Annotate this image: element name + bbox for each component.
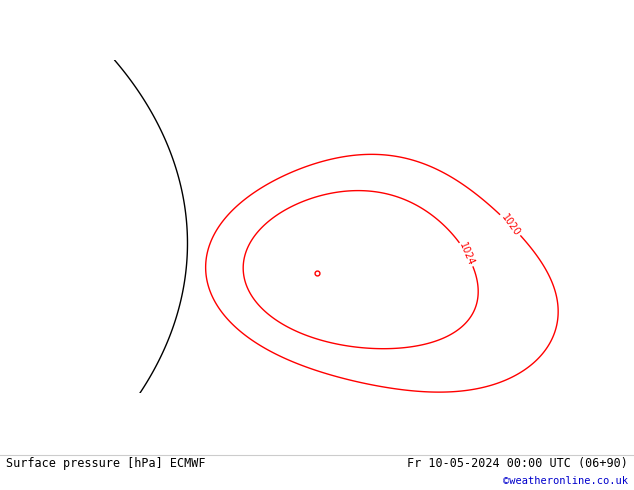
Text: 1024: 1024 [458, 241, 476, 268]
Text: Surface pressure [hPa] ECMWF: Surface pressure [hPa] ECMWF [6, 457, 206, 469]
Text: ©weatheronline.co.uk: ©weatheronline.co.uk [503, 476, 628, 486]
Text: Fr 10-05-2024 00:00 UTC (06+90): Fr 10-05-2024 00:00 UTC (06+90) [407, 457, 628, 469]
Text: 1020: 1020 [499, 212, 522, 238]
